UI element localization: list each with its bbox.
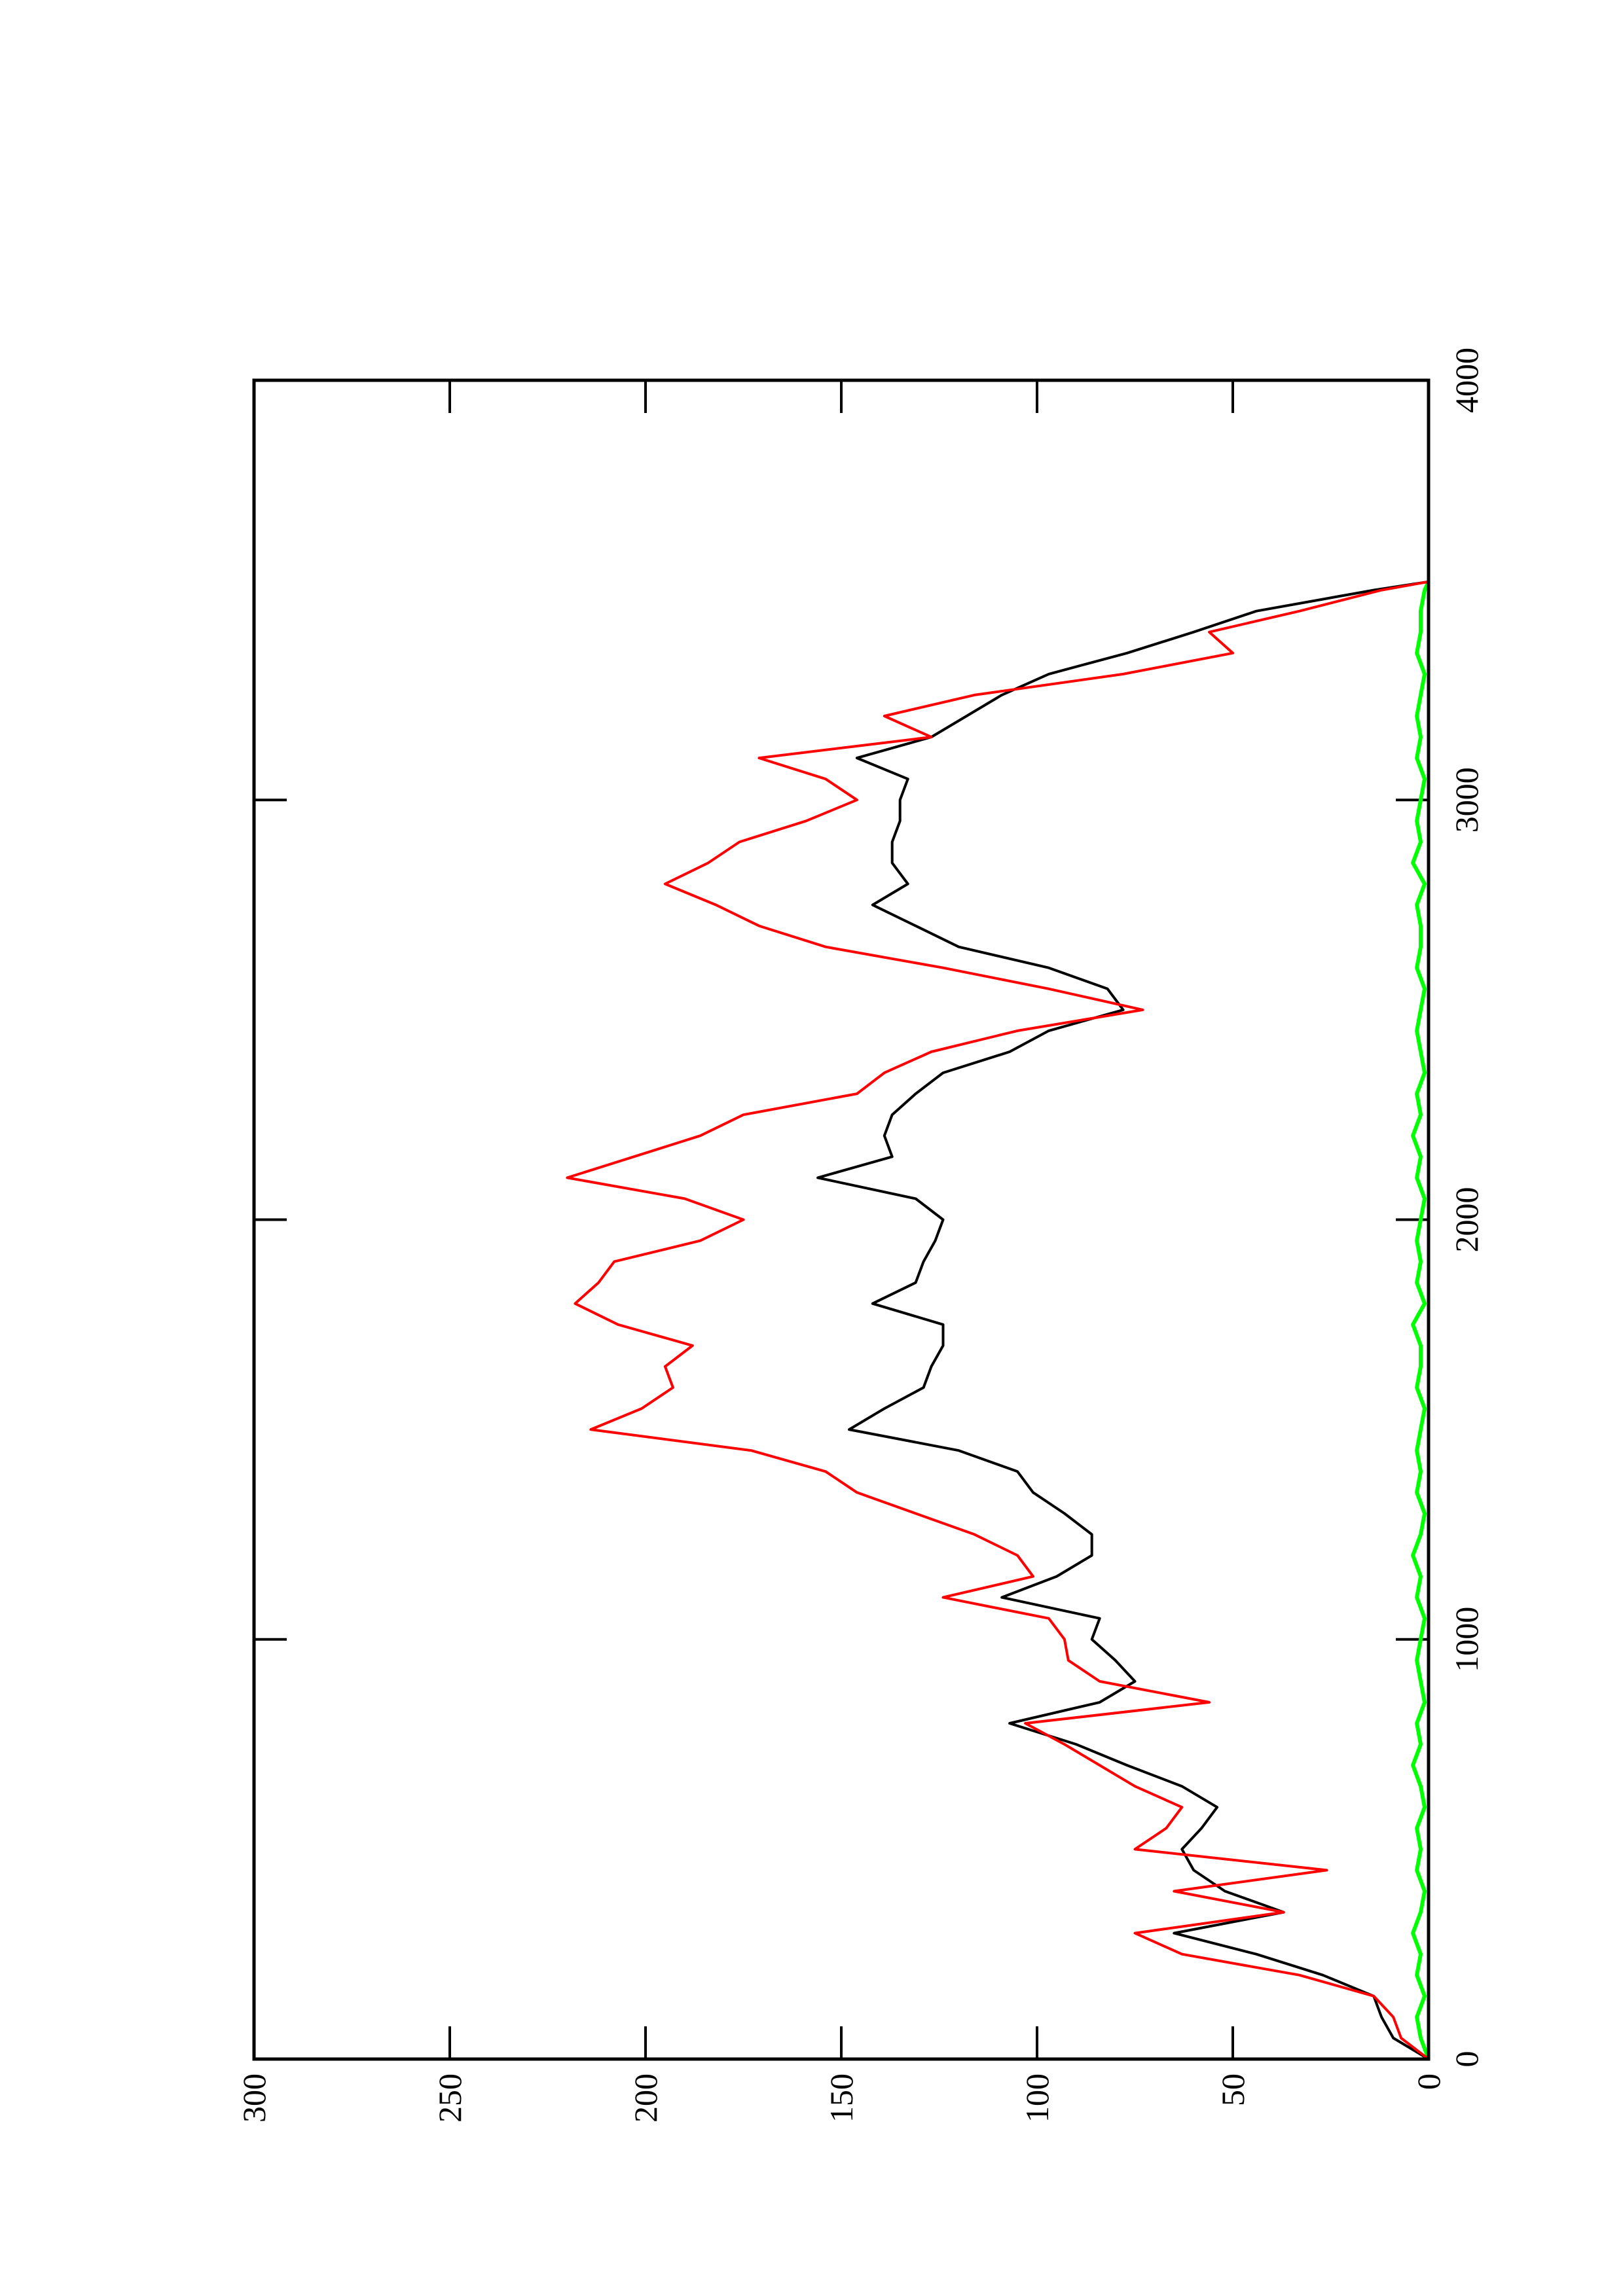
plot-frame — [252, 378, 1431, 2061]
rotated-plot: 0 1000 2000 3000 4000 0 50 100 150 200 250 300 — [236, 348, 1485, 2123]
series-line — [566, 580, 1430, 2060]
x-tick-label: 3000 — [1448, 767, 1485, 833]
y-tick-label: 150 — [823, 2073, 860, 2123]
y-tick-label: 250 — [431, 2073, 468, 2123]
y-tick-label: 50 — [1214, 2073, 1251, 2106]
y-tick-label: 0 — [1410, 2073, 1447, 2090]
y-tick-label: 300 — [236, 2073, 272, 2123]
x-tick-label: 2000 — [1448, 1187, 1485, 1253]
y-tick-label: 100 — [1019, 2073, 1055, 2123]
x-tick-label: 0 — [1448, 2051, 1485, 2068]
series-line — [816, 580, 1430, 2060]
y-tick-label: 200 — [627, 2073, 664, 2123]
x-tick-label: 1000 — [1448, 1607, 1485, 1672]
x-tick-label: 4000 — [1448, 348, 1485, 413]
series-line — [1411, 581, 1431, 2060]
